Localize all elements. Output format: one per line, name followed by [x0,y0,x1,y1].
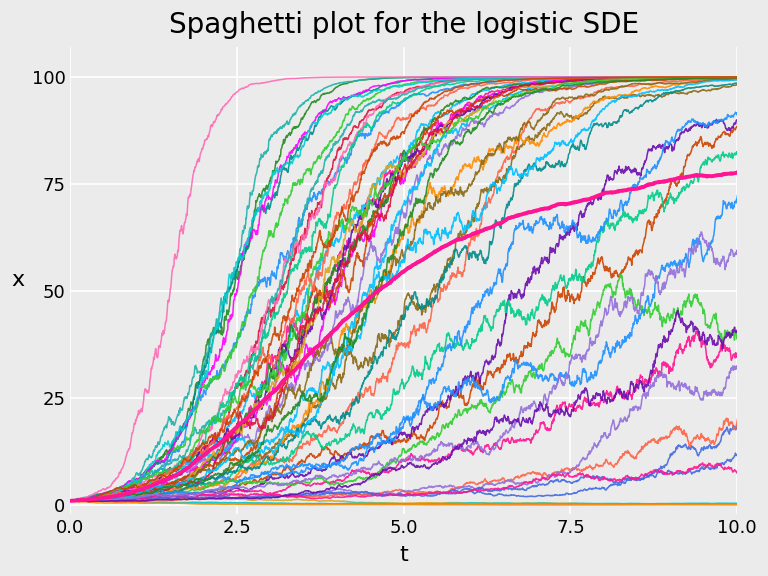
Y-axis label: x: x [11,270,25,290]
Title: Spaghetti plot for the logistic SDE: Spaghetti plot for the logistic SDE [169,11,639,39]
X-axis label: t: t [399,545,408,565]
